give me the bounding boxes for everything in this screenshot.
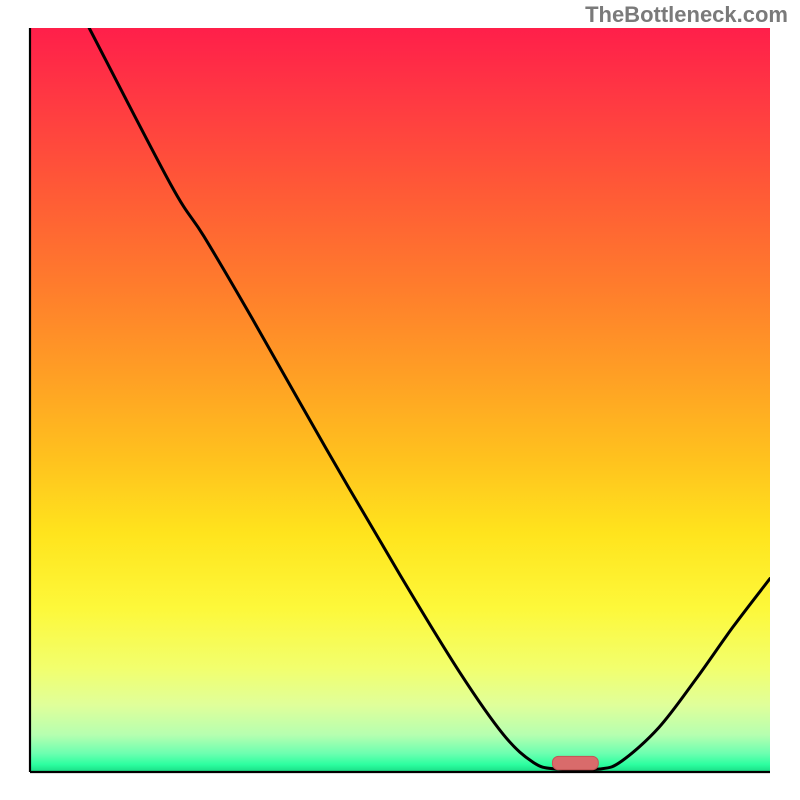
chart-gradient-background [30,28,770,772]
optimal-marker [552,756,598,769]
chart-container: TheBottleneck.com [0,0,800,800]
chart-svg [0,0,800,800]
